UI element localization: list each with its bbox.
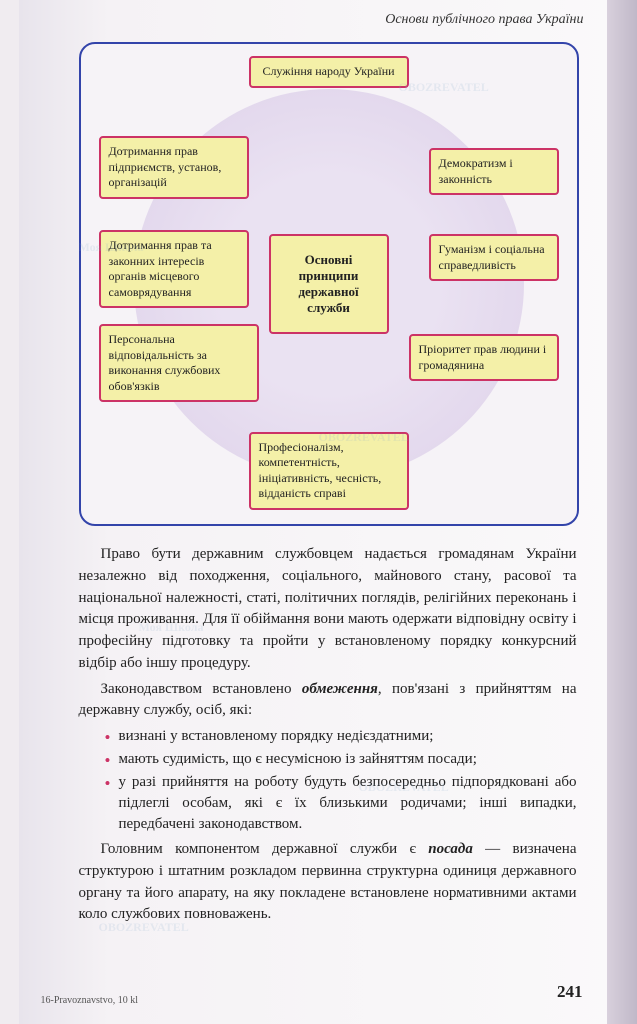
book-spine xyxy=(607,0,637,1024)
body-text: Право бути державним службовцем надаєтьс… xyxy=(39,540,599,926)
list-item: мають судимість, що є несумісною із зайн… xyxy=(105,749,577,770)
paragraph-3: Головним компонентом державної служби є … xyxy=(79,839,577,926)
paragraph-1: Право бути державним службовцем надаєтьс… xyxy=(79,544,577,675)
paragraph-2: Законодавством встановлено обмеження, по… xyxy=(79,679,577,723)
page-number: 241 xyxy=(557,982,583,1002)
diagram-node-top-left: Дотримання прав підприємств, установ, ор… xyxy=(99,136,249,199)
footer-note: 16-Pravoznavstvo, 10 kl xyxy=(41,995,139,1006)
diagram-node-right: Гуманізм і соціальна справедливість xyxy=(429,234,559,281)
page: Основи публічного права України Основні … xyxy=(19,0,619,1024)
diagram-frame: Основні принципи державної служби Служін… xyxy=(79,42,579,526)
list-item: у разі прийняття на роботу будуть безпос… xyxy=(105,772,577,835)
diagram-center-node: Основні принципи державної служби xyxy=(269,234,389,334)
diagram-node-bottom-right: Пріоритет прав людини і громадянина xyxy=(409,334,559,381)
bullet-list: визнані у встановленому порядку недієзда… xyxy=(79,726,577,835)
diagram-node-bottom: Професіоналізм, компетентність, ініціати… xyxy=(249,432,409,510)
diagram-node-bottom-left: Персональна відповідальність за виконанн… xyxy=(99,324,259,402)
diagram-node-left: Дотримання прав та законних інтересів ор… xyxy=(99,230,249,308)
chapter-header: Основи публічного права України xyxy=(39,0,599,34)
diagram-node-top: Служіння народу України xyxy=(249,56,409,88)
diagram-node-top-right: Демократизм і законність xyxy=(429,148,559,195)
list-item: визнані у встановленому порядку недієзда… xyxy=(105,726,577,747)
